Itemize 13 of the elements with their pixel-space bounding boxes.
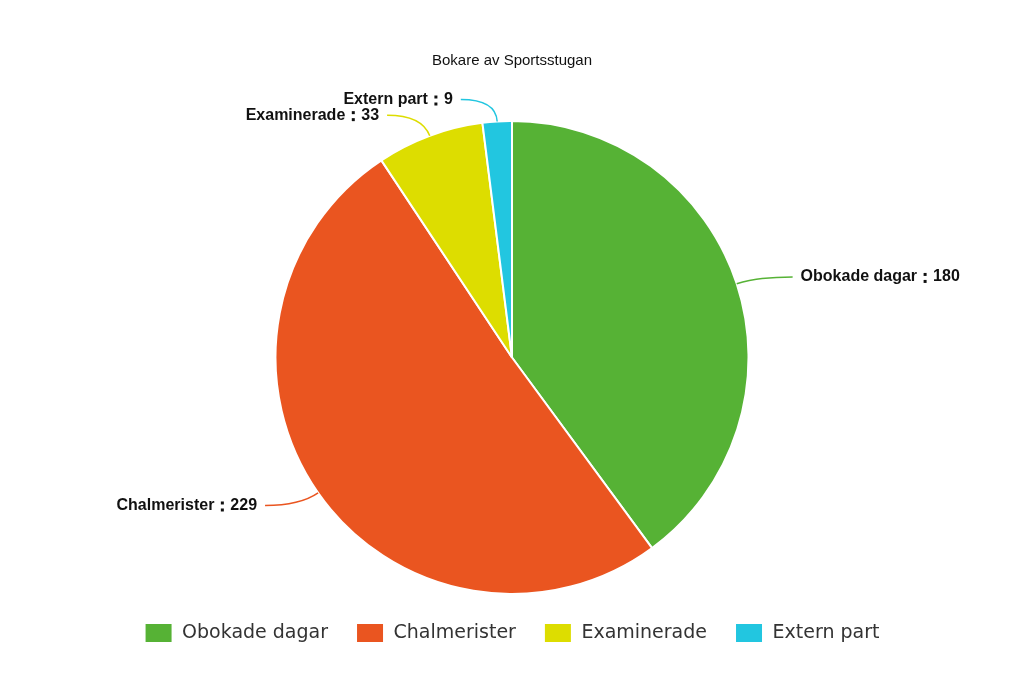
- legend-label: Obokade dagar: [182, 619, 329, 642]
- data-label: 229: [230, 495, 258, 513]
- legend-label: Extern part: [772, 619, 880, 642]
- data-label: 9: [443, 89, 453, 107]
- chart-title: Bokare av Sportsstugan: [431, 51, 593, 69]
- legend-label: Examinerade: [581, 619, 708, 642]
- slice-label: Obokade dagar: [800, 267, 918, 285]
- data-label: 33: [361, 105, 380, 123]
- category-label: Extern part: [343, 89, 428, 107]
- slice-label: Chalmerister: [116, 495, 215, 513]
- slice-label: Examinerade: [245, 105, 346, 123]
- data-label: 180: [933, 267, 960, 285]
- legend-label: Chalmerister: [393, 619, 517, 642]
